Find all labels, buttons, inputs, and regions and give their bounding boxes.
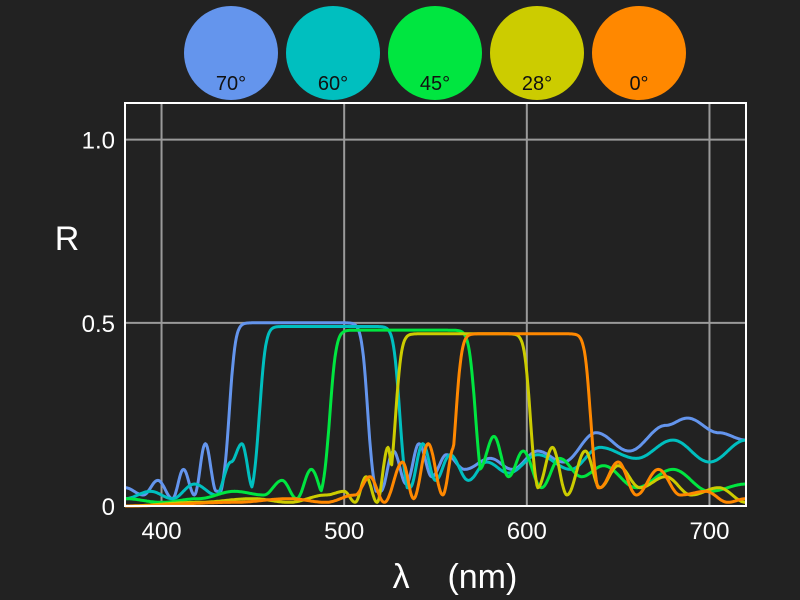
plot-frame	[124, 102, 747, 507]
grid	[125, 103, 746, 507]
legend: 70° 60° 45° 28° 0°	[0, 0, 800, 100]
legend-label: 28°	[521, 73, 553, 95]
x-tick-label: 700	[689, 518, 729, 545]
x-tick-label: 400	[142, 518, 182, 545]
tick-labels: 400 500 600 700 0 0.5 1.0	[82, 128, 730, 545]
x-axis-label: λ (nm)	[393, 558, 518, 596]
series-line-28°	[124, 332, 747, 508]
legend-swatch: 60°	[286, 6, 380, 100]
series-line-0°	[124, 332, 747, 508]
y-tick-label: 0	[102, 494, 115, 521]
legend-label: 45°	[419, 73, 451, 95]
legend-swatch: 45°	[388, 6, 482, 100]
y-axis-label: R	[55, 220, 80, 258]
y-tick-label: 1.0	[82, 128, 115, 155]
legend-swatch: 28°	[490, 6, 584, 100]
legend-label: 60°	[317, 73, 349, 95]
legend-label: 70°	[215, 73, 247, 95]
series-line-60°	[124, 325, 747, 501]
y-tick-label: 0.5	[82, 311, 115, 338]
series-layer	[124, 321, 747, 508]
x-tick-label: 600	[507, 518, 547, 545]
legend-swatch: 0°	[592, 6, 686, 100]
legend-swatch: 70°	[184, 6, 278, 100]
x-tick-label: 500	[324, 518, 364, 545]
legend-label: 0°	[629, 73, 649, 95]
